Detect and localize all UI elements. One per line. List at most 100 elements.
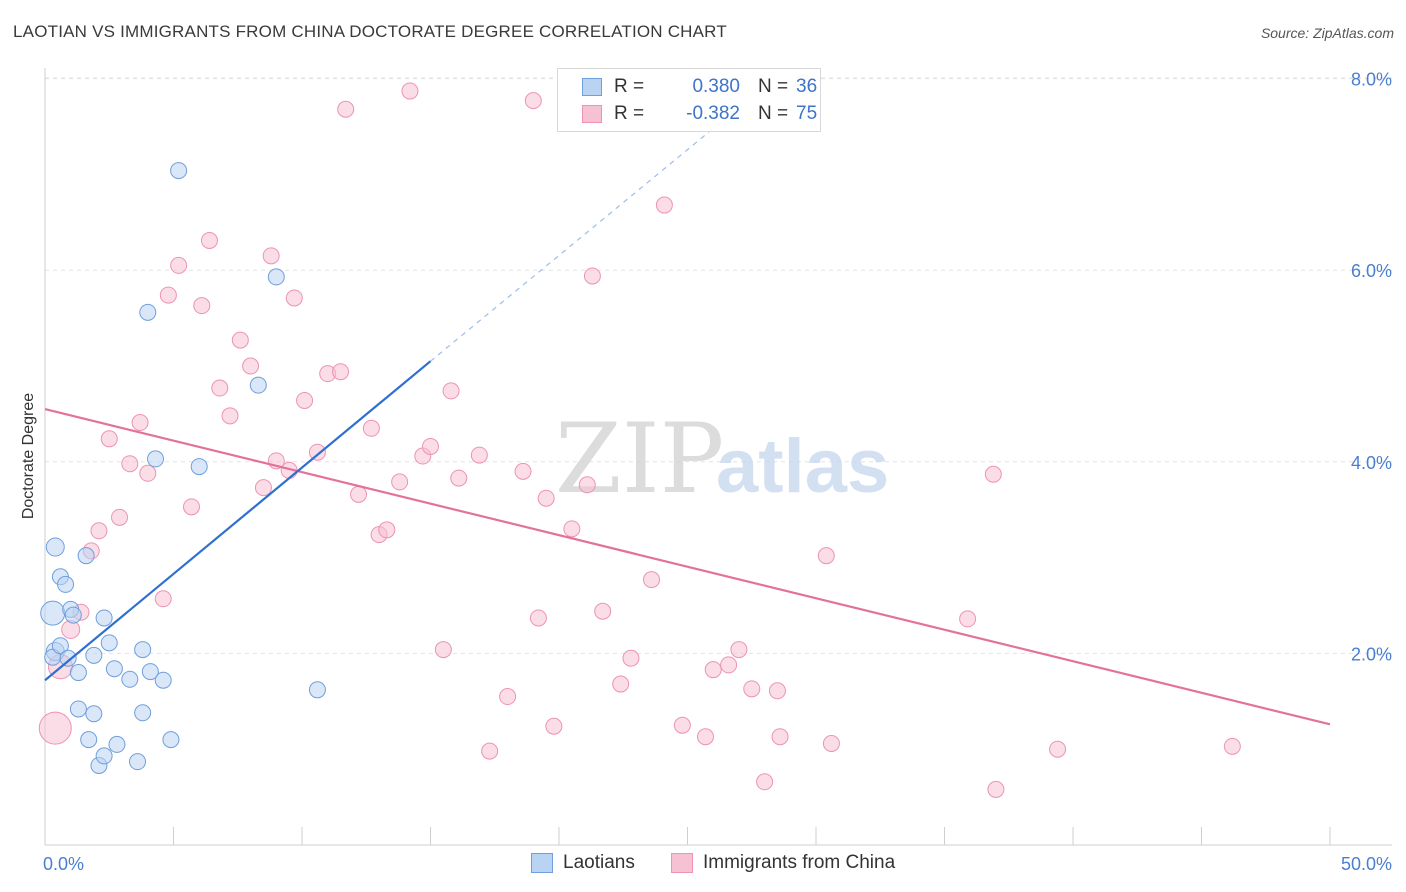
- china-point: [350, 485, 368, 503]
- china-point: [131, 414, 149, 432]
- china-point: [756, 773, 774, 791]
- china-point: [242, 357, 260, 375]
- china-point: [159, 286, 177, 304]
- laotians-swatch: [582, 78, 602, 96]
- laotian-point: [162, 731, 180, 749]
- stats-legend: R = 0.380 N = 36 R = -0.382 N = 75: [557, 68, 821, 132]
- laotian-point: [121, 670, 139, 688]
- laotian-point: [190, 458, 208, 476]
- laotian-point: [59, 649, 77, 667]
- laotian-point: [267, 268, 285, 286]
- china-point: [720, 656, 738, 674]
- y-tick-label: 2.0%: [1351, 644, 1392, 664]
- laotian-point: [105, 660, 123, 678]
- laotian-trend-line: [44, 360, 432, 682]
- china-point: [362, 419, 380, 437]
- china-point: [743, 680, 761, 698]
- china-point: [524, 92, 542, 110]
- china-point: [643, 571, 661, 589]
- watermark: ZIP atlas: [555, 403, 889, 515]
- laotian-point: [69, 664, 87, 682]
- x-tick-label: 0.0%: [43, 854, 84, 874]
- laotian-point: [141, 663, 159, 681]
- laotian-point: [80, 731, 98, 749]
- china-point: [987, 780, 1005, 798]
- laotian-point: [45, 537, 65, 557]
- china-point: [182, 498, 200, 516]
- china-point: [121, 455, 139, 473]
- watermark-zip: ZIP: [555, 403, 724, 515]
- x-tick-label: 50.0%: [1341, 854, 1392, 874]
- legend-label-laotians: Laotians: [563, 852, 635, 873]
- china-point: [696, 728, 714, 746]
- china-point: [262, 247, 280, 265]
- china-point: [308, 443, 326, 461]
- china-point: [391, 473, 409, 491]
- china-point: [231, 331, 249, 349]
- china-point: [285, 289, 303, 307]
- china-point: [730, 641, 748, 659]
- laotian-point: [100, 634, 118, 652]
- laotian-trend-extension: [430, 106, 740, 362]
- laotian-point: [170, 162, 188, 180]
- laotian-point: [108, 735, 126, 753]
- china-point: [401, 82, 419, 100]
- n-label: N =: [758, 76, 789, 97]
- china-point: [537, 489, 555, 507]
- laotian-point: [40, 600, 66, 626]
- china-point: [1223, 737, 1241, 755]
- china-point: [545, 717, 563, 735]
- trend-lines: [44, 106, 1331, 726]
- china-point: [221, 407, 239, 425]
- r-label: R =: [614, 103, 645, 124]
- laotian-point: [57, 575, 75, 593]
- laotian-point: [147, 450, 165, 468]
- china-point: [817, 547, 835, 565]
- china-point: [655, 196, 673, 214]
- laotian-point: [134, 704, 152, 722]
- china-point: [170, 256, 188, 274]
- china-point: [499, 688, 517, 706]
- china-point: [422, 437, 439, 455]
- laotian-point: [95, 747, 113, 765]
- legend-label-china: Immigrants from China: [703, 852, 896, 873]
- y-tick-label: 6.0%: [1351, 261, 1392, 281]
- china-point: [514, 462, 532, 480]
- laotian-point: [95, 609, 113, 627]
- china-legend-swatch: [671, 853, 693, 873]
- china-point: [470, 446, 488, 464]
- china-swatch: [582, 105, 602, 123]
- laotian-points: [40, 162, 326, 774]
- tick-labels: 2.0% 4.0% 6.0% 8.0% 0.0% 50.0%: [43, 70, 1392, 874]
- y-tick-label: 8.0%: [1351, 70, 1392, 90]
- laotian-point: [154, 671, 172, 689]
- china-point: [704, 661, 722, 679]
- china-point: [38, 711, 72, 745]
- china-point: [254, 479, 272, 497]
- china-point: [529, 609, 547, 627]
- laotian-point: [249, 376, 267, 394]
- china-point: [332, 363, 350, 381]
- china-point: [563, 520, 581, 538]
- china-point: [442, 382, 460, 400]
- china-point: [296, 391, 314, 409]
- china-point: [771, 728, 789, 746]
- r-label: R =: [614, 76, 645, 97]
- china-point: [139, 464, 157, 482]
- china-point: [100, 430, 118, 448]
- china-point: [193, 297, 211, 315]
- n-label: N =: [758, 103, 789, 124]
- china-point: [622, 649, 640, 667]
- laotian-point: [129, 753, 147, 771]
- china-point: [1049, 740, 1067, 758]
- china-point: [481, 742, 499, 760]
- china-point: [450, 469, 468, 487]
- source-label: Source: ZipAtlas.com: [1260, 25, 1394, 41]
- china-point: [612, 675, 630, 693]
- laotian-point: [134, 641, 152, 659]
- china-point: [583, 267, 601, 285]
- china-point: [154, 590, 172, 608]
- laotian-point: [139, 303, 157, 321]
- r-value: -0.382: [686, 103, 740, 124]
